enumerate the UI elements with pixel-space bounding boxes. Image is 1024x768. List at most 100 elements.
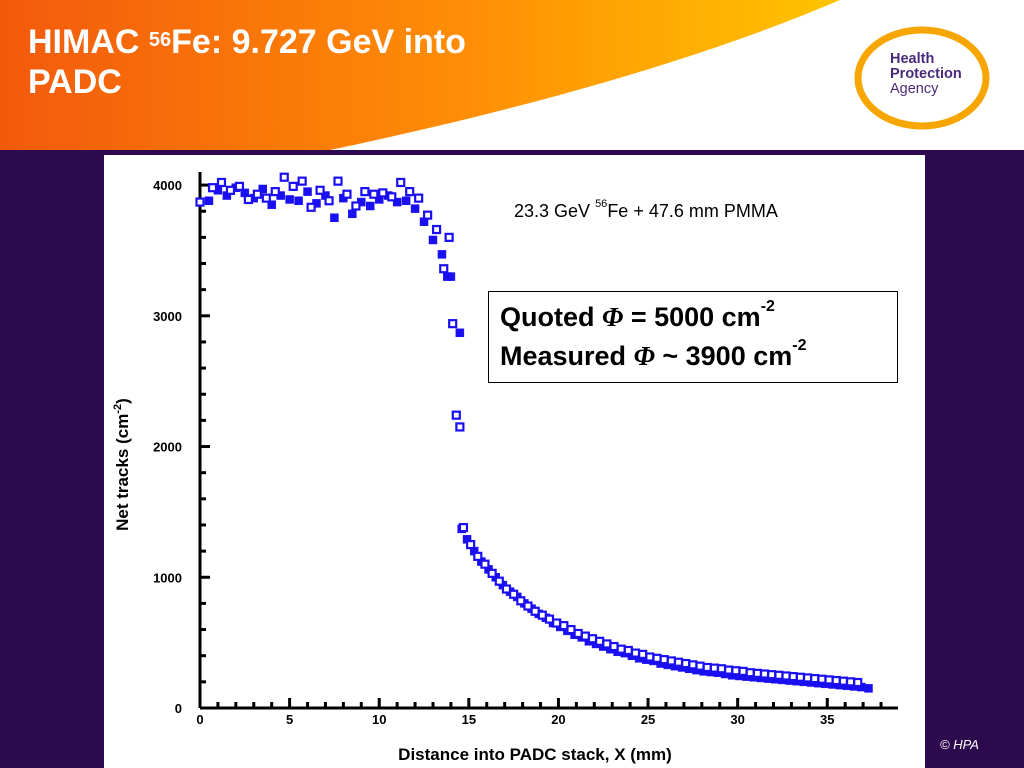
data-point-filled xyxy=(366,201,375,211)
data-point-open xyxy=(444,232,454,242)
data-point-open xyxy=(216,177,227,188)
logo-ring-icon xyxy=(854,26,990,130)
x-tick-label: 25 xyxy=(641,712,655,727)
data-point-open xyxy=(225,185,236,195)
data-point-open xyxy=(652,653,662,663)
chart-annotation: 23.3 GeV 56Fe + 47.6 mm PMMA xyxy=(514,198,778,222)
y-axis-title-exponent: -2 xyxy=(112,404,124,414)
title-superscript: 56 xyxy=(148,29,172,51)
measured-value: ~ 3900 cm xyxy=(654,341,793,371)
data-point-open xyxy=(342,189,352,199)
data-point-open xyxy=(573,628,583,639)
data-point-open xyxy=(458,522,469,533)
data-point-open xyxy=(279,172,289,182)
data-point-open xyxy=(559,621,569,631)
data-point-open xyxy=(544,614,555,624)
data-point-open xyxy=(369,189,379,199)
data-point-open xyxy=(666,656,676,666)
data-point-open xyxy=(609,641,619,652)
phi-symbol: Φ xyxy=(633,341,655,371)
y-tick-label: 0 xyxy=(175,701,182,716)
annotation-superscript: 56 xyxy=(595,198,608,210)
data-point-open xyxy=(494,576,504,586)
title-suffix: Fe: 9.727 GeV into xyxy=(171,23,466,61)
data-point-open xyxy=(759,669,770,679)
data-point-open xyxy=(351,201,361,211)
data-point-open xyxy=(781,671,791,681)
x-tick-label: 30 xyxy=(730,712,744,727)
data-point-open xyxy=(616,644,626,654)
data-point-open xyxy=(324,196,334,206)
data-point-open xyxy=(448,319,458,329)
y-tick-label: 2000 xyxy=(153,440,182,455)
logo-line-agency: Agency xyxy=(890,81,939,97)
annotation-target: Fe + 47.6 mm PMMA xyxy=(607,201,778,221)
data-point-filled xyxy=(267,200,276,209)
data-point-open xyxy=(731,666,741,676)
data-point-open xyxy=(673,657,684,667)
data-point-open xyxy=(738,666,748,676)
data-point-open xyxy=(315,185,325,195)
data-point-open xyxy=(261,193,271,203)
data-point-open xyxy=(702,662,712,673)
data-point-open xyxy=(234,181,245,191)
x-tick-label: 35 xyxy=(820,712,834,727)
fluence-box: Quoted Φ = 5000 cm-2 Measured Φ ~ 3900 c… xyxy=(488,291,898,383)
data-point-filled xyxy=(446,272,456,281)
data-point-open xyxy=(451,410,461,420)
logo-line-protection: Protection xyxy=(890,66,962,82)
data-point-open xyxy=(333,176,343,186)
x-tick-label: 20 xyxy=(551,712,565,727)
data-point-open xyxy=(795,672,805,682)
y-tick-label: 1000 xyxy=(153,570,182,585)
quoted-label: Quoted xyxy=(500,302,602,332)
data-point-open xyxy=(580,631,590,641)
data-point-open xyxy=(405,187,415,197)
chart-axes xyxy=(198,172,898,710)
data-point-open xyxy=(767,670,777,680)
header-banner: HIMAC 56Fe: 9.727 GeV into PADC Health P… xyxy=(0,0,1024,150)
measured-fluence-line: Measured Φ ~ 3900 cm-2 xyxy=(500,337,806,372)
quoted-value: = 5000 cm xyxy=(623,302,761,332)
data-point-open xyxy=(195,197,205,207)
data-point-open xyxy=(695,661,705,671)
data-point-open xyxy=(566,624,576,635)
data-point-open xyxy=(270,187,280,197)
data-point-open xyxy=(788,672,798,682)
y-axis-title-main: Net tracks (cm xyxy=(113,414,132,531)
x-tick-label: 10 xyxy=(372,712,386,727)
data-point-open xyxy=(659,655,669,665)
y-axis-title-close: ) xyxy=(113,398,132,404)
logo-line-health: Health xyxy=(890,51,935,67)
data-point-open xyxy=(623,645,633,656)
measured-label: Measured xyxy=(500,341,634,371)
data-point-open xyxy=(645,652,655,662)
data-point-open xyxy=(396,177,406,188)
data-point-open xyxy=(774,670,784,680)
data-point-filled xyxy=(348,209,357,219)
data-point-open xyxy=(824,675,834,685)
logo-text: Health Protection Agency xyxy=(890,52,962,97)
scatter-chart: 0 1000 2000 3000 4000 0 5 10 15 20 25 30 35 Distance… xyxy=(112,172,898,764)
data-point-open xyxy=(853,677,863,688)
data-point-filled xyxy=(401,196,411,206)
chart-tick-labels: 0 1000 2000 3000 4000 0 5 10 15 20 25 30 35 xyxy=(153,178,834,727)
data-point-open xyxy=(455,422,465,432)
slide-title-line1: HIMAC 56Fe: 9.727 GeV into xyxy=(28,22,466,62)
x-tick-label: 5 xyxy=(286,712,293,727)
data-point-open xyxy=(802,673,813,683)
data-point-open xyxy=(487,568,497,578)
x-tick-label: 0 xyxy=(196,712,203,727)
data-point-open xyxy=(595,636,605,646)
data-point-open xyxy=(587,634,598,644)
data-point-open xyxy=(552,618,562,628)
data-point-open xyxy=(630,648,641,658)
y-tick-label: 3000 xyxy=(153,309,182,324)
data-point-open xyxy=(414,193,424,203)
title-prefix: HIMAC xyxy=(28,23,149,61)
data-point-open xyxy=(688,660,698,670)
data-point-open xyxy=(516,596,526,606)
data-point-open xyxy=(724,665,734,675)
data-point-open xyxy=(378,188,388,198)
copyright: © HPA xyxy=(940,737,979,752)
